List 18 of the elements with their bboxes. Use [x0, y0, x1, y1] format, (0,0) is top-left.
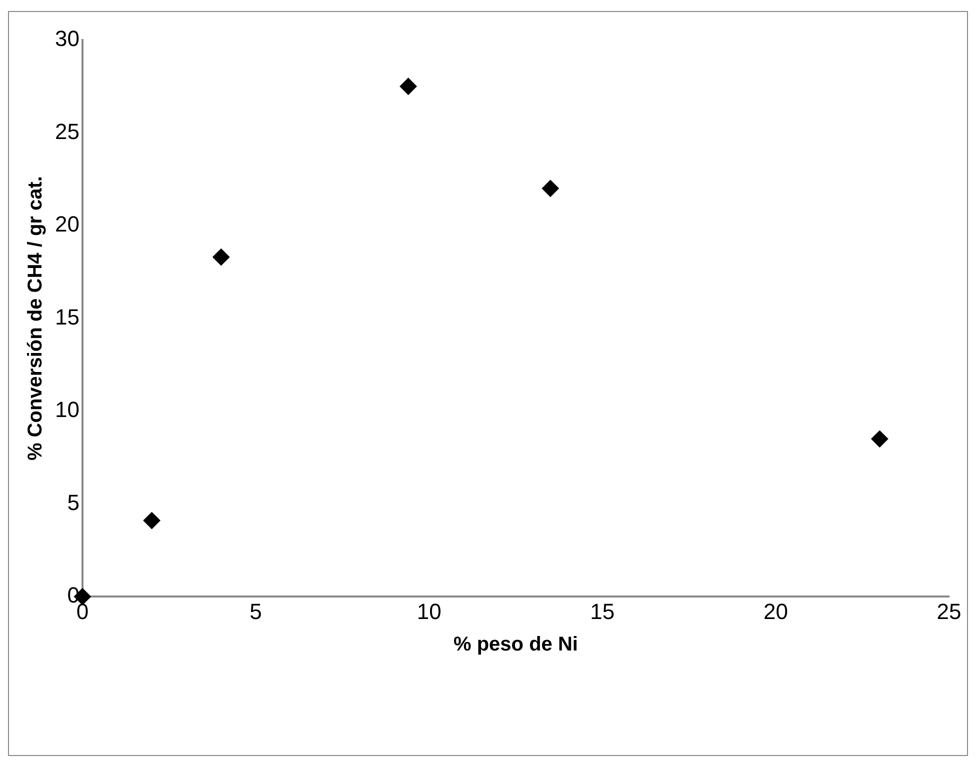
point	[143, 512, 160, 530]
y-tick-label: 25	[54, 118, 80, 144]
y-tick-label: 20	[54, 212, 80, 237]
y-tick-label: 15	[54, 304, 80, 330]
point	[400, 78, 417, 95]
x-tick-label: 20	[763, 598, 788, 624]
point	[212, 248, 230, 266]
y-tick-label: 5	[67, 490, 80, 515]
y-tick-label: 10	[54, 397, 80, 422]
x-tick-label: 5	[250, 598, 262, 624]
point	[542, 180, 559, 197]
y-tick-label: 30	[54, 26, 80, 52]
x-tick-label: 25	[936, 598, 962, 624]
x-axis-title: % peso de Ni	[453, 634, 578, 656]
x-tick-label: 10	[416, 598, 442, 624]
y-axis-title: % Conversión de CH4 / gr cat.	[24, 176, 47, 461]
x-tick-label: 15	[590, 598, 615, 624]
point	[871, 430, 888, 448]
